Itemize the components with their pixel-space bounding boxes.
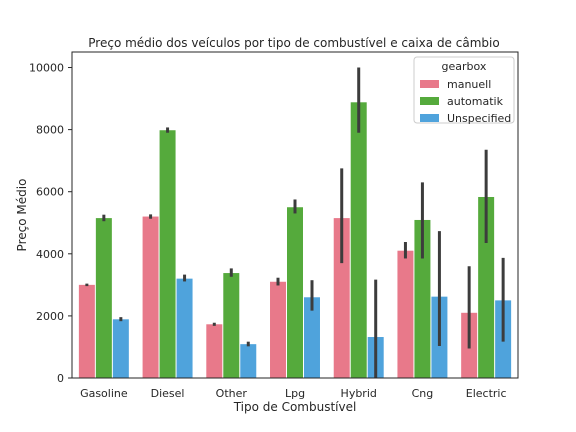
y-tick-label: 2000 [36, 310, 64, 323]
bar [176, 278, 193, 378]
legend-swatch [420, 114, 439, 122]
bar [240, 344, 257, 378]
x-tick-label: Cng [412, 387, 434, 400]
x-axis-label: Tipo de Combustível [233, 400, 357, 414]
legend: gearbox manuell automatik Unspecified [413, 56, 515, 125]
legend-label: Unspecified [447, 112, 511, 125]
y-tick-label: 6000 [36, 186, 64, 199]
x-tick-label: Lpg [285, 387, 305, 400]
y-tick-label: 4000 [36, 248, 64, 261]
bar [414, 219, 431, 378]
bar [397, 250, 414, 378]
legend-label: manuell [447, 78, 491, 91]
bars-layer [78, 102, 512, 378]
x-axis: Gasoline Diesel Other Lpg Hybrid Cng Electric [80, 387, 506, 400]
bar [333, 218, 350, 378]
x-tick-label: Hybrid [341, 387, 377, 400]
error-bars-layer [85, 67, 505, 378]
legend-label: automatik [447, 95, 504, 108]
bar [142, 216, 159, 378]
y-axis: 0 2000 4000 6000 8000 10000 [29, 62, 72, 385]
bar [478, 196, 495, 378]
legend-swatch [420, 97, 439, 105]
bar [303, 297, 320, 378]
y-axis-label: Preço Médio [15, 179, 29, 252]
bar [159, 130, 176, 378]
x-tick-label: Other [216, 387, 248, 400]
bar [287, 207, 303, 378]
x-tick-label: Gasoline [80, 387, 128, 400]
bar [206, 324, 223, 378]
y-tick-label: 10000 [29, 62, 64, 75]
legend-box [413, 56, 515, 124]
bar [95, 218, 112, 378]
bar [270, 281, 287, 378]
x-tick-label: Diesel [151, 387, 185, 400]
bar [112, 319, 129, 378]
y-tick-label: 8000 [36, 124, 64, 137]
legend-title: gearbox [442, 60, 487, 73]
y-tick-label: 0 [57, 372, 64, 385]
bar [350, 102, 367, 378]
bar [78, 284, 95, 378]
legend-swatch [420, 80, 439, 88]
x-tick-label: Electric [466, 387, 507, 400]
chart-title: Preço médio dos veículos por tipo de com… [88, 36, 499, 50]
plot-frame [71, 51, 519, 379]
bar [223, 273, 240, 378]
